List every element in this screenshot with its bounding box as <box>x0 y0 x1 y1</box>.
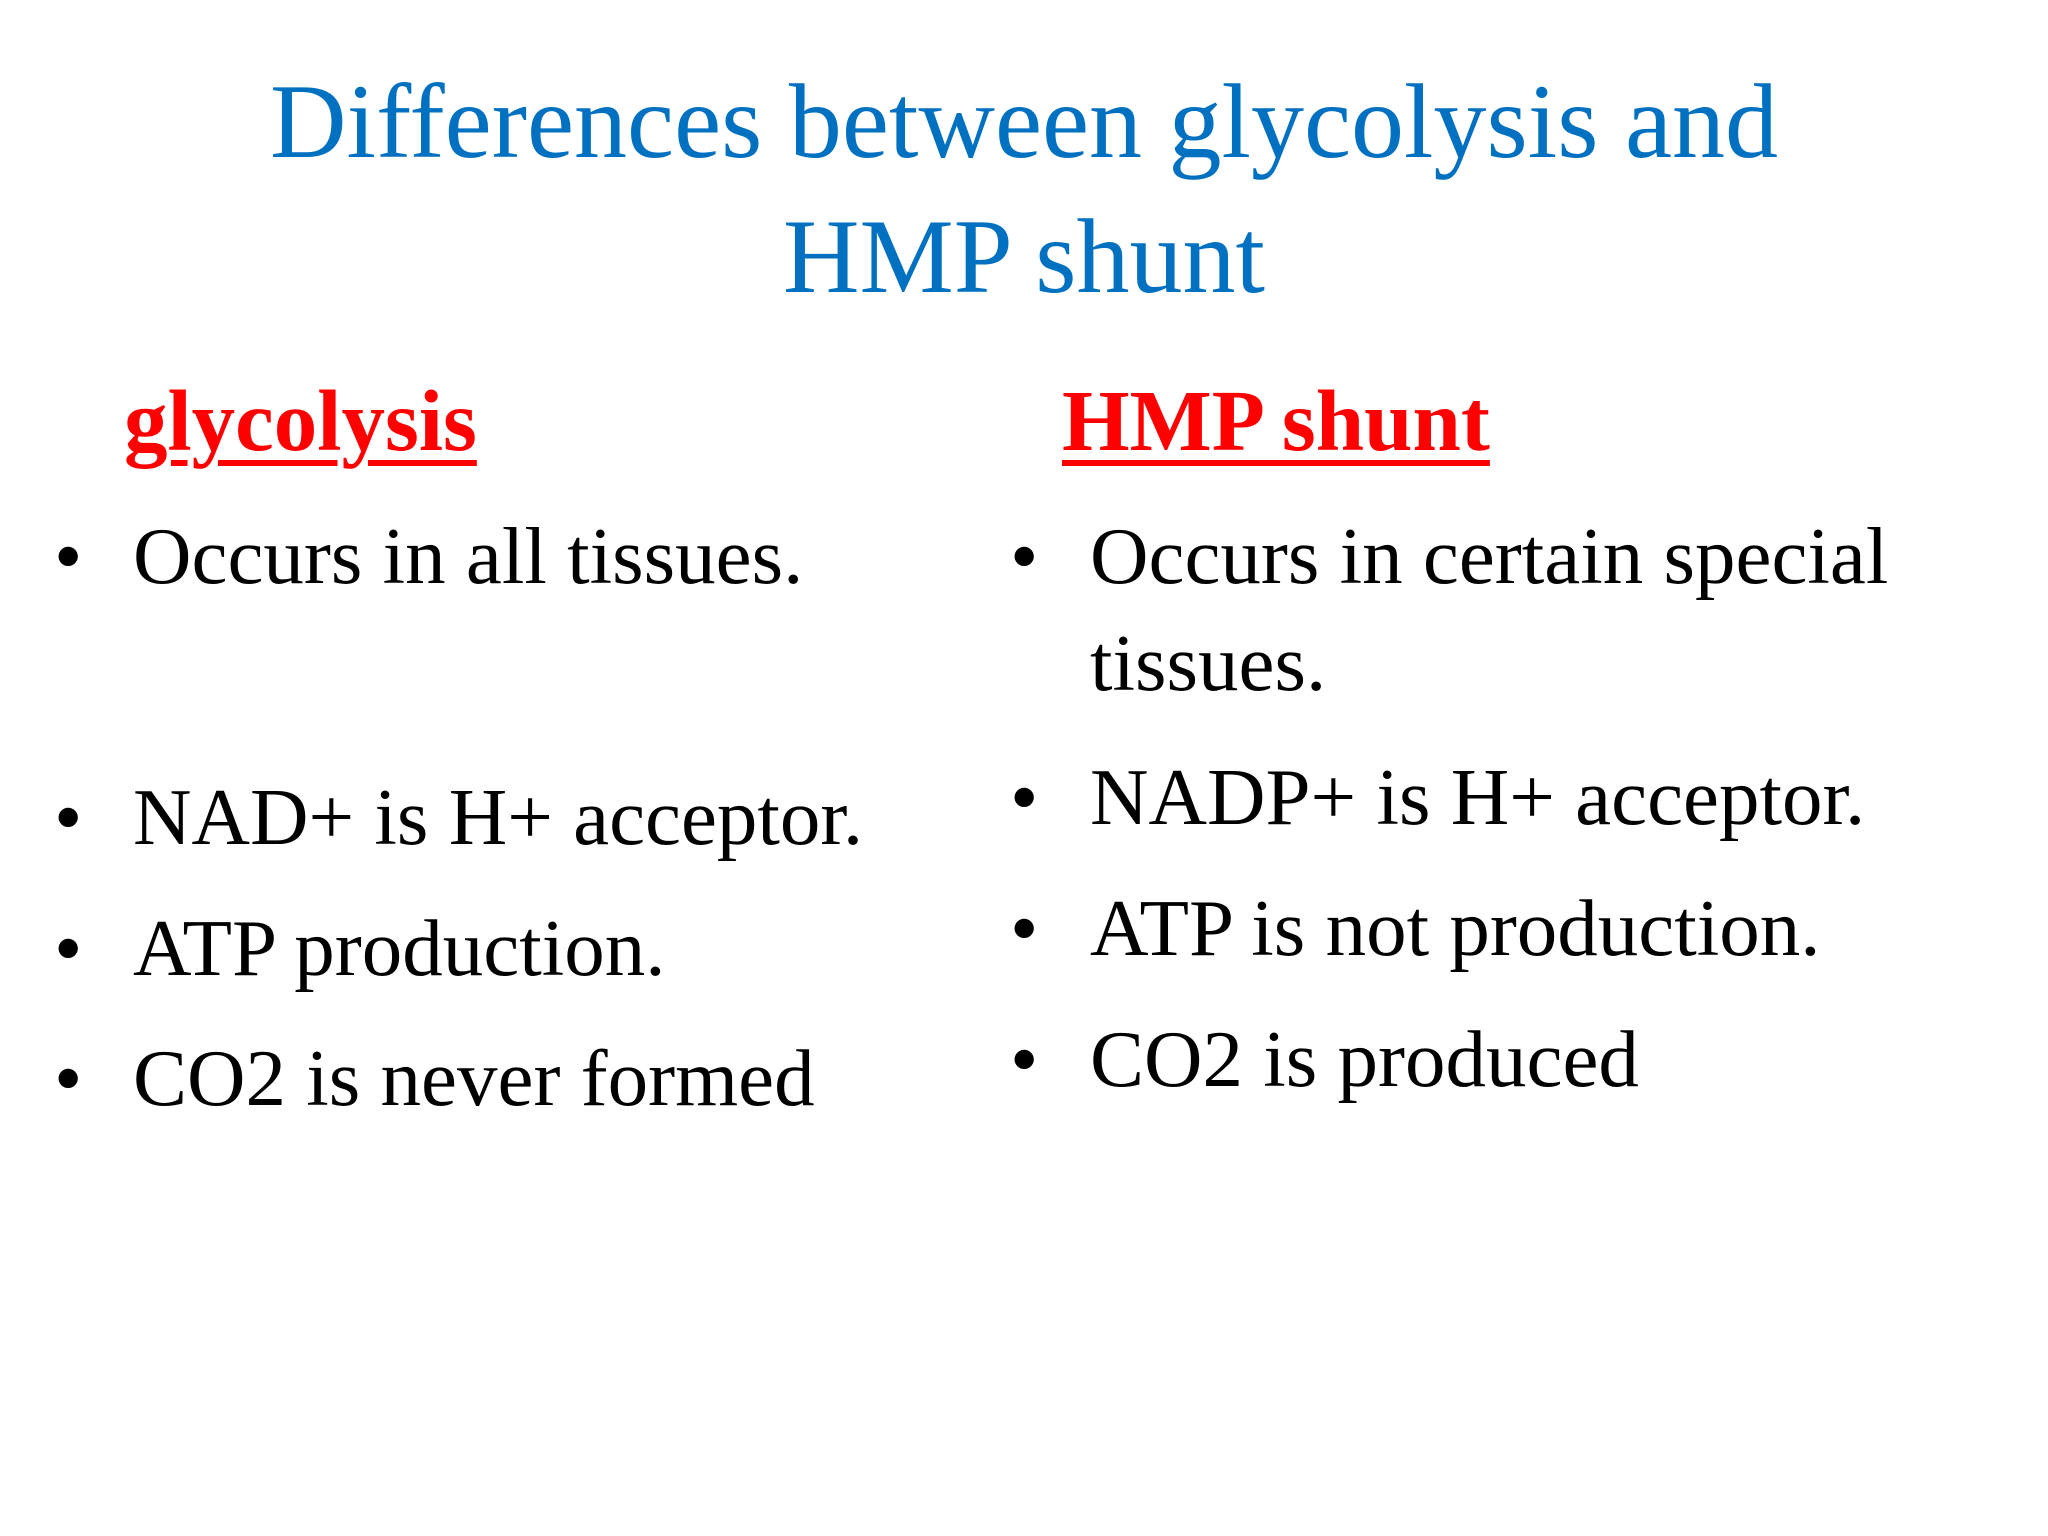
glycolysis-item: CO2 is never formed <box>133 1033 815 1123</box>
slide-title-line-2: HMP shunt <box>782 198 1266 315</box>
bullet-icon: • <box>54 1033 83 1123</box>
hmp-shunt-heading: HMP shunt <box>1062 372 1490 469</box>
hmp-item: NADP+ is H+ acceptor. <box>1090 752 1866 842</box>
bullet-icon: • <box>54 772 83 862</box>
hmp-item: ATP is not production. <box>1090 883 1821 973</box>
bullet-icon: • <box>1010 511 1039 601</box>
hmp-item: CO2 is produced <box>1090 1014 1639 1104</box>
glycolysis-item: Occurs in all tissues. <box>133 511 804 601</box>
glycolysis-item: ATP production. <box>133 903 666 993</box>
bullet-icon: • <box>1010 752 1039 842</box>
bullet-icon: • <box>1010 1014 1039 1104</box>
bullet-icon: • <box>54 511 83 601</box>
glycolysis-heading: glycolysis <box>124 372 477 469</box>
bullet-icon: • <box>1010 883 1039 973</box>
slide-title-line-1: Differences between glycolysis and <box>269 63 1778 180</box>
hmp-item-continuation: tissues. <box>1090 618 1327 708</box>
hmp-item: Occurs in certain special <box>1090 511 1889 601</box>
bullet-icon: • <box>54 903 83 993</box>
glycolysis-item: NAD+ is H+ acceptor. <box>133 772 864 862</box>
